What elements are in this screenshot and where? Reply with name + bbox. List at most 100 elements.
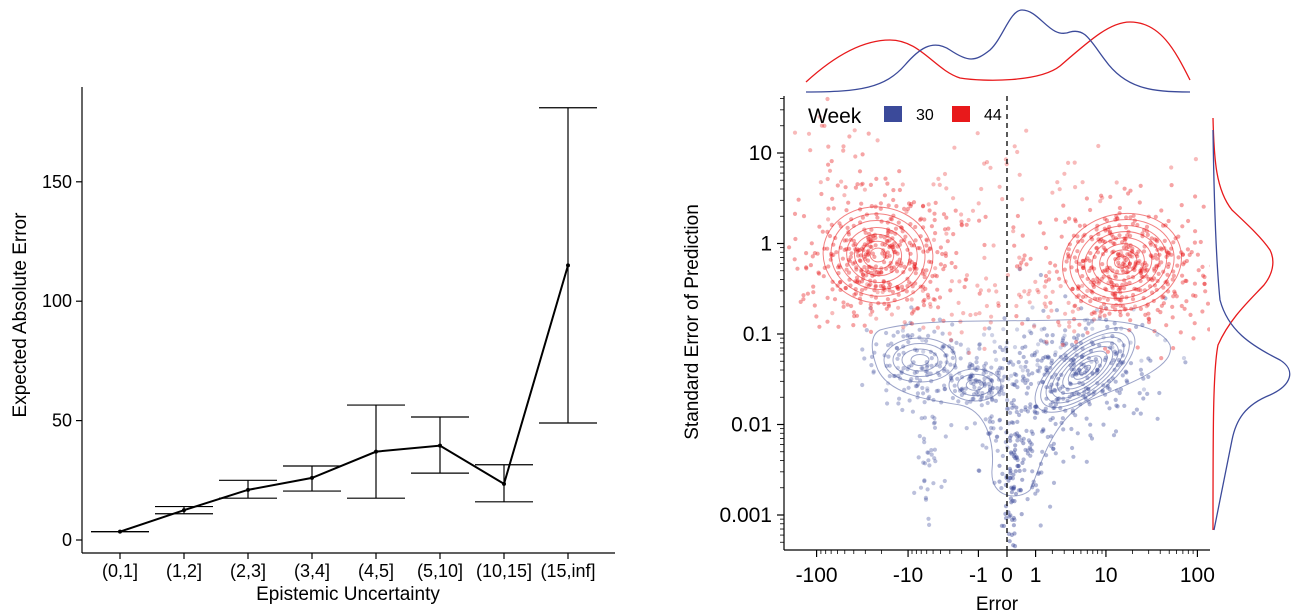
scatter-point-week-44 (1113, 273, 1118, 278)
contour-week-44 (853, 233, 903, 277)
scatter-point-week-44 (1171, 294, 1176, 299)
scatter-point-week-44 (1120, 240, 1125, 245)
scatter-point-week-44 (921, 303, 927, 308)
scatter-point-week-44 (905, 206, 911, 212)
scatter-point-week-44 (1164, 323, 1169, 328)
scatter-point-week-44 (873, 283, 878, 288)
scatter-point-week-44 (1066, 254, 1071, 259)
scatter-point-week-44 (1152, 268, 1157, 273)
scatter-point-week-30 (1012, 371, 1017, 377)
scatter-point-week-44 (858, 300, 863, 305)
scatter-point-week-44 (883, 176, 888, 181)
scatter-point-week-44 (1193, 157, 1198, 162)
scatter-point-week-44 (1115, 252, 1120, 257)
right-y-tick-label: 10 (749, 142, 772, 165)
scatter-point-week-30 (948, 362, 953, 367)
scatter-point-week-44 (826, 206, 831, 211)
scatter-point-week-44 (909, 297, 914, 302)
scatter-point-week-30 (942, 478, 947, 484)
scatter-point-week-44 (1130, 297, 1136, 302)
scatter-point-week-44 (918, 217, 923, 222)
scatter-point-week-30 (929, 452, 934, 457)
scatter-point-week-44 (1217, 249, 1221, 253)
legend-label-week-30: 30 (916, 107, 934, 124)
scatter-point-week-30 (1007, 435, 1013, 440)
scatter-point-week-44 (1073, 303, 1078, 308)
scatter-point-week-30 (966, 347, 971, 352)
scatter-point-week-44 (1202, 274, 1207, 280)
scatter-point-week-30 (1009, 532, 1015, 538)
scatter-point-week-44 (1180, 224, 1185, 229)
scatter-point-week-44 (1043, 279, 1049, 284)
scatter-point-week-44 (1183, 278, 1188, 283)
scatter-point-week-44 (1155, 307, 1160, 313)
scatter-point-week-44 (931, 237, 937, 242)
scatter-point-week-30 (1045, 354, 1050, 359)
scatter-point-week-44 (935, 250, 940, 255)
scatter-point-week-44 (959, 219, 964, 224)
scatter-point-week-30 (1012, 382, 1017, 388)
scatter-point-week-30 (1113, 429, 1119, 434)
scatter-point-week-44 (982, 161, 987, 166)
scatter-point-week-30 (1028, 381, 1034, 387)
scatter-point-week-44 (1022, 289, 1027, 294)
scatter-point-week-44 (1169, 252, 1174, 257)
scatter-point-week-30 (896, 352, 902, 357)
scatter-point-week-44 (927, 246, 932, 251)
scatter-point-week-44 (1096, 281, 1101, 286)
scatter-point-week-30 (1012, 345, 1018, 350)
scatter-point-week-30 (1054, 308, 1059, 313)
scatter-point-week-44 (983, 214, 988, 219)
scatter-point-week-44 (1188, 312, 1193, 317)
scatter-point-week-44 (909, 243, 914, 248)
scatter-point-week-30 (874, 342, 879, 347)
scatter-point-week-30 (1007, 475, 1013, 480)
scatter-point-week-30 (1011, 523, 1017, 528)
scatter-point-week-44 (1059, 234, 1064, 239)
scatter-point-week-30 (1089, 436, 1095, 441)
scatter-point-week-44 (947, 331, 952, 336)
scatter-point-week-44 (1046, 277, 1052, 282)
scatter-point-week-30 (1087, 402, 1092, 407)
scatter-point-week-44 (885, 230, 891, 235)
scatter-point-week-30 (1026, 438, 1031, 443)
scatter-point-week-30 (932, 329, 937, 334)
scatter-point-week-44 (1144, 263, 1149, 268)
scatter-point-week-44 (994, 289, 999, 294)
scatter-point-week-30 (1016, 463, 1021, 468)
scatter-point-week-30 (1064, 341, 1069, 346)
scatter-point-week-44 (1116, 287, 1121, 292)
scatter-point-week-44 (870, 309, 875, 314)
scatter-point-week-30 (997, 463, 1002, 468)
scatter-point-week-30 (860, 382, 865, 388)
scatter-point-week-44 (825, 176, 830, 182)
scatter-point-week-44 (812, 303, 817, 308)
scatter-point-week-44 (842, 193, 847, 198)
scatter-point-week-44 (888, 216, 893, 221)
scatter-point-week-30 (1044, 341, 1049, 346)
scatter-point-week-30 (1094, 307, 1100, 312)
scatter-point-week-44 (942, 227, 948, 232)
scatter-point-week-44 (1042, 301, 1047, 306)
scatter-point-week-30 (994, 357, 999, 362)
scatter-point-week-30 (972, 366, 977, 371)
scatter-point-week-44 (1144, 224, 1150, 229)
scatter-point-week-30 (929, 448, 934, 453)
scatter-point-week-44 (979, 186, 984, 192)
scatter-point-week-44 (1084, 196, 1089, 201)
scatter-point-week-44 (943, 251, 948, 256)
contour-week-30 (1040, 331, 1130, 409)
scatter-point-week-30 (1062, 333, 1067, 338)
scatter-point-week-30 (891, 333, 896, 338)
scatter-point-week-44 (907, 240, 912, 245)
scatter-point-week-30 (1102, 357, 1107, 363)
scatter-point-week-30 (1041, 356, 1046, 361)
scatter-point-week-30 (1033, 483, 1039, 488)
scatter-point-week-44 (1066, 247, 1071, 252)
scatter-point-week-30 (933, 459, 938, 464)
contour-week-30 (1034, 327, 1136, 413)
scatter-point-week-30 (1033, 491, 1038, 496)
scatter-point-week-30 (1111, 358, 1116, 363)
scatter-point-week-44 (1161, 294, 1166, 299)
scatter-point-week-44 (884, 238, 889, 243)
